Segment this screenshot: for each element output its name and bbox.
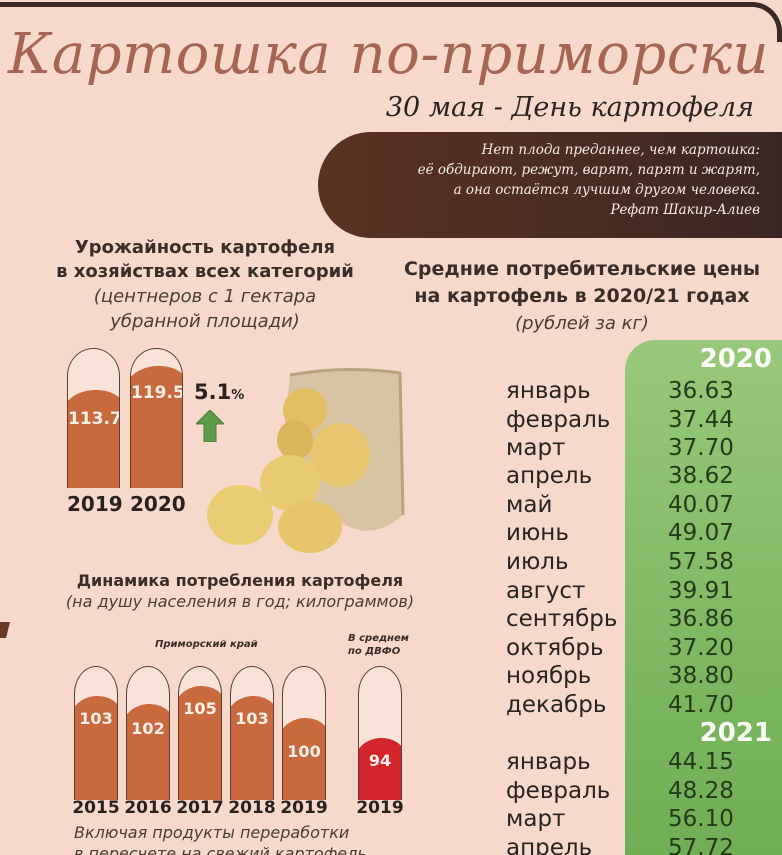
consumption-bar-2018: 103	[230, 666, 274, 800]
price-row: январь 44.15	[506, 749, 734, 775]
prices-title-line1: Средние потребительские цены	[403, 258, 761, 280]
consumption-footnote: Включая продукты переработки в пересчете…	[74, 823, 367, 855]
yield-bar-2019: 113.7	[67, 348, 120, 488]
prices-title-line2: на картофель в 2020/21 годах	[414, 285, 750, 307]
price-row: июнь 49.07	[506, 520, 734, 546]
price-row: март 56.10	[506, 806, 734, 832]
consumption-bar-2019: 100	[282, 666, 326, 800]
price-row: апрель 57.72	[506, 835, 734, 855]
consumption-year-2018: 2018	[228, 798, 276, 818]
price-row: май 40.07	[506, 492, 734, 518]
consumption-bar-2015: 103	[74, 666, 118, 800]
consumption-year-dvfo-2019: 2019	[356, 798, 404, 818]
bar-value: 103	[235, 709, 269, 728]
price-row: октябрь 37.20	[506, 635, 734, 661]
arrow-up-icon	[196, 410, 224, 442]
year-tag-2021: 2021	[699, 718, 772, 748]
consumption-year-2015: 2015	[72, 798, 120, 818]
bar-value: 105	[183, 699, 217, 718]
price-row: март 37.70	[506, 435, 734, 461]
consumption-year-2017: 2017	[176, 798, 224, 818]
bar-fill	[283, 728, 325, 800]
bar-value: 119.5	[131, 383, 183, 403]
consumption-bar-dvfo-2019: 94	[358, 666, 402, 800]
bar-value: 103	[79, 709, 113, 728]
consumption-title: Динамика потребления картофеля	[76, 571, 404, 590]
page-title: Картошка по-приморски	[8, 22, 770, 87]
yield-year-2019: 2019	[67, 492, 123, 516]
bar-fill	[75, 706, 117, 800]
prices-heading: Средние потребительские цены на картофел…	[382, 256, 782, 337]
potato-sack-image	[207, 367, 405, 553]
price-row: сентябрь 36.86	[506, 606, 734, 632]
price-row: январь 36.63	[506, 378, 734, 404]
price-row: июль 57.58	[506, 549, 734, 575]
price-row: ноябрь 38.80	[506, 663, 734, 689]
price-row: февраль 37.44	[506, 407, 734, 433]
price-row: февраль 48.28	[506, 778, 734, 804]
year-tag-2020: 2020	[699, 344, 772, 374]
consumption-year-2019: 2019	[280, 798, 328, 818]
consumption-year-2016: 2016	[124, 798, 172, 818]
bar-value: 113.7	[68, 409, 120, 429]
yield-bar-2020: 119.5	[130, 348, 183, 488]
quote-box: Нет плода преданнее, чем картошка: её об…	[318, 132, 782, 238]
consumption-heading: Динамика потребления картофеля (на душу …	[30, 570, 450, 612]
quote-line: её обдирают, режут, варят, парят и жарят…	[417, 162, 760, 178]
bar-fill	[179, 696, 221, 800]
yield-change-percent: 5.1%	[194, 380, 245, 404]
price-row: август 39.91	[506, 578, 734, 604]
prices-panel	[625, 340, 782, 855]
region-label: Приморский край	[155, 639, 258, 650]
price-row: апрель 38.62	[506, 463, 734, 489]
price-row: декабрь 41.70	[506, 692, 734, 718]
dvfo-label: В среднем по ДВФО	[348, 633, 409, 657]
yield-title-line1: Урожайность картофеля	[74, 237, 336, 258]
yield-heading: Урожайность картофеля в хозяйствах всех …	[20, 236, 390, 334]
yield-unit-line2: убранной площади)	[110, 311, 300, 332]
bar-fill	[127, 714, 169, 800]
bar-fill	[359, 748, 401, 800]
bar-value: 100	[287, 742, 321, 761]
yield-year-2020: 2020	[130, 492, 186, 516]
quote-author: Рефат Шакир-Алиев	[610, 202, 760, 218]
consumption-bar-2017: 105	[178, 666, 222, 800]
consumption-bar-2016: 102	[126, 666, 170, 800]
page-frame-border	[0, 2, 782, 42]
page-subtitle: 30 мая - День картофеля	[385, 92, 754, 123]
bar-value: 102	[131, 719, 165, 738]
bar-fill	[231, 706, 273, 800]
bar-fill	[131, 376, 182, 488]
yield-title-line2: в хозяйствах всех категорий	[56, 261, 354, 282]
bar-fill	[68, 400, 119, 488]
prices-unit: (рублей за кг)	[515, 313, 649, 334]
yield-unit-line1: (центнеров с 1 гектара	[93, 286, 317, 307]
bar-value: 94	[368, 751, 392, 770]
quote-line: а она остаётся лучшим другом человека.	[453, 182, 760, 198]
decorative-mark	[0, 622, 10, 638]
quote-line: Нет плода преданнее, чем картошка:	[481, 142, 760, 158]
consumption-unit: (на душу населения в год; килограммов)	[65, 592, 415, 611]
